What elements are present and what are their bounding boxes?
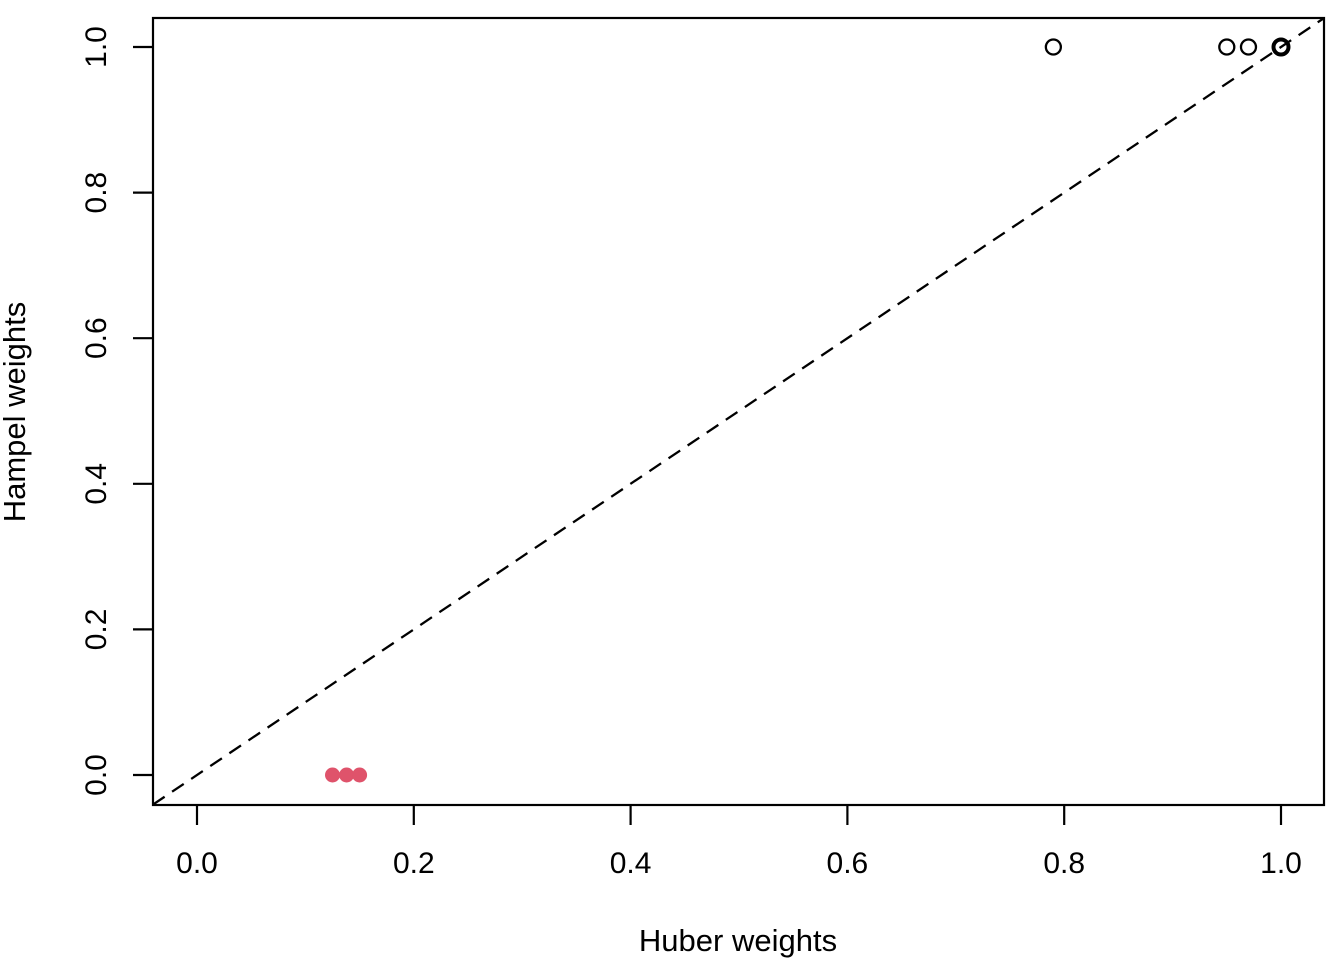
y-tick-label: 0.4 xyxy=(80,463,113,505)
y-tick-label: 1.0 xyxy=(80,26,113,68)
open-circle-overplotted-point-marker xyxy=(1271,37,1291,57)
red-filled-points-marker xyxy=(325,767,340,783)
open-circle-points-marker xyxy=(1218,38,1236,56)
y-tick-label: 0.0 xyxy=(80,754,113,796)
y-tick-label: 0.8 xyxy=(80,172,113,214)
data-points-layer xyxy=(325,37,1291,783)
x-tick-label: 0.8 xyxy=(1043,847,1085,880)
y-axis: 0.0 0.2 0.4 0.6 0.8 1.0 xyxy=(80,26,153,796)
y-axis-title: Hampel weights xyxy=(0,302,32,523)
x-axis-title: Huber weights xyxy=(639,923,837,958)
x-tick-label: 0.4 xyxy=(610,847,652,880)
plot-area-border xyxy=(151,16,1326,807)
y-tick-label: 0.2 xyxy=(80,609,113,651)
x-tick-label: 1.0 xyxy=(1260,847,1302,880)
y-tick-label: 0.6 xyxy=(80,317,113,359)
x-tick-label: 0.0 xyxy=(176,847,218,880)
x-tick-label: 0.6 xyxy=(827,847,869,880)
identity-reference-line xyxy=(152,17,1325,806)
open-circle-points-marker xyxy=(1239,38,1258,56)
x-axis: 0.0 0.2 0.4 0.6 0.8 1.0 xyxy=(176,805,1302,880)
red-filled-points-marker xyxy=(339,767,355,783)
red-filled-points-marker xyxy=(352,767,368,783)
x-tick-label: 0.2 xyxy=(393,847,435,880)
open-circle-points-marker xyxy=(1044,38,1063,56)
